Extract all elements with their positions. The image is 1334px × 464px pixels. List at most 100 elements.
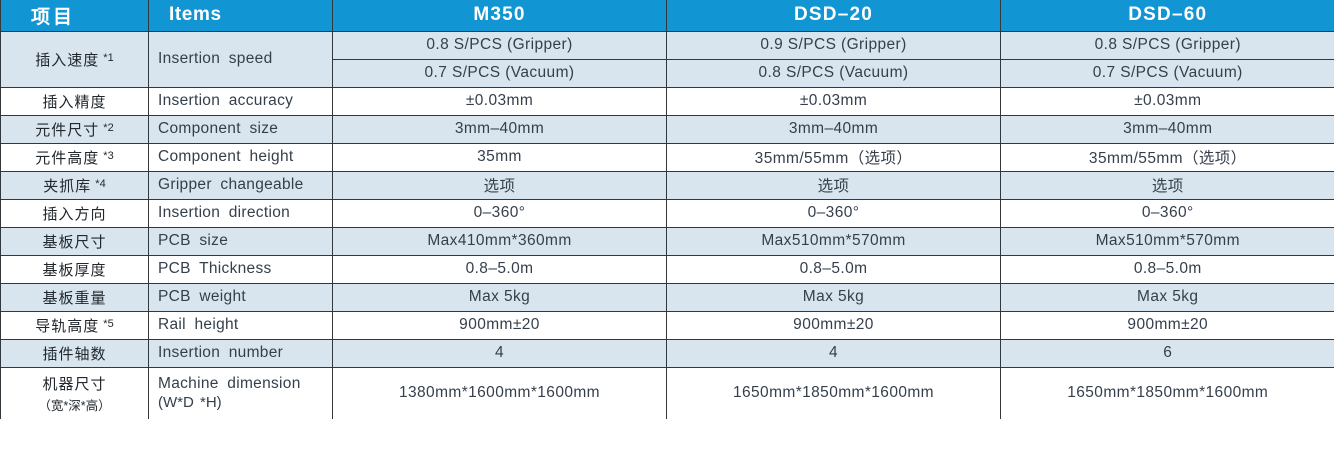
label-en-text: PCB weight — [158, 288, 246, 305]
table-row: 插件轴数 Insertion number 4 4 6 — [0, 338, 1334, 368]
value-cell: 0.7 S/PCS (Vacuum) — [332, 58, 667, 88]
label-cn-text: 夹抓库 — [43, 177, 92, 195]
row-label-cn: 插入方向 — [0, 198, 149, 228]
value-cell: 35mm/55mm（选项） — [666, 142, 1001, 172]
label-en-text: Insertion speed — [158, 50, 273, 67]
label-cn-text: 机器尺寸 — [42, 375, 107, 393]
value-cell: 4 — [332, 338, 667, 368]
label-note: *5 — [103, 317, 114, 330]
label-cn-text: 导轨高度 — [35, 317, 100, 335]
label-cn-text: 插入精度 — [42, 93, 107, 111]
row-label-cn: 基板重量 — [0, 282, 149, 312]
table-row: 基板厚度 PCB Thickness 0.8–5.0m 0.8–5.0m 0.8–5.0… — [0, 254, 1334, 284]
value-cell: 900mm±20 — [666, 310, 1001, 340]
row-label-en: PCB weight — [148, 282, 333, 312]
row-label-en: Component height — [148, 142, 333, 172]
value-cell: 1650mm*1850mm*1600mm — [666, 366, 1001, 419]
row-label-en: Insertion direction — [148, 198, 333, 228]
value-cell: 0.8 S/PCS (Vacuum) — [666, 58, 1001, 88]
value-cell: Max510mm*570mm — [1000, 226, 1334, 256]
row-label-cn: 插入速度 *1 — [0, 30, 149, 88]
table-row: 夹抓库 *4 Gripper changeable 选项 选项 选项 — [0, 170, 1334, 200]
header-model-m350: M350 — [332, 0, 667, 32]
table-row: 0.7 S/PCS (Vacuum) 0.8 S/PCS (Vacuum) 0.7 … — [1, 58, 1334, 88]
spec-table: 项目 Items M350 DSD–20 DSD–60 插入速度 *1 Insert… — [0, 0, 1334, 419]
value-cell: 900mm±20 — [1000, 310, 1334, 340]
label-note: *4 — [95, 177, 106, 190]
row-label-en: Component size — [148, 114, 333, 144]
row-label-en: Insertion number — [148, 338, 333, 368]
value-cell: 1650mm*1850mm*1600mm — [1000, 366, 1334, 419]
row-label-cn: 插件轴数 — [0, 338, 149, 368]
value-cell: 35mm/55mm（选项） — [1000, 142, 1334, 172]
label-cn-text: 基板重量 — [42, 289, 107, 307]
header-model-dsd60: DSD–60 — [1000, 0, 1334, 32]
value-cell: 0–360° — [1000, 198, 1334, 228]
value-cell: 0.8–5.0m — [332, 254, 667, 284]
row-label-en: Insertion speed — [148, 30, 333, 88]
row-label-en: PCB Thickness — [148, 254, 333, 284]
value-cell: 0.7 S/PCS (Vacuum) — [1000, 58, 1334, 88]
label-cn-text: 插件轴数 — [42, 345, 107, 363]
row-label-cn: 夹抓库 *4 — [0, 170, 149, 200]
label-en-text: PCB size — [158, 232, 229, 249]
value-cell: ±0.03mm — [1000, 86, 1334, 116]
row-label-cn: 机器尺寸 （宽*深*高） — [0, 366, 149, 419]
header-items-cn: 项目 — [0, 0, 149, 32]
label-en-text: PCB Thickness — [158, 260, 272, 277]
header-items-en: Items — [148, 0, 333, 32]
value-cell: Max510mm*570mm — [666, 226, 1001, 256]
label-cn-text: 插入方向 — [42, 205, 107, 223]
label-cn-text: 插入速度 — [35, 51, 100, 69]
header-model-dsd20: DSD–20 — [666, 0, 1001, 32]
value-cell: 0.8–5.0m — [1000, 254, 1334, 284]
row-label-en: Gripper changeable — [148, 170, 333, 200]
value-cell: 6 — [1000, 338, 1334, 368]
row-label-cn: 导轨高度 *5 — [0, 310, 149, 340]
table-row: 元件尺寸 *2 Component size 3mm–40mm 3mm–40mm 3mm–… — [0, 114, 1334, 144]
label-cn-subtext: （宽*深*高） — [38, 398, 111, 413]
value-cell: 3mm–40mm — [332, 114, 667, 144]
row-label-cn: 插入精度 — [0, 86, 149, 116]
value-cell: Max410mm*360mm — [332, 226, 667, 256]
table-row: 基板尺寸 PCB size Max410mm*360mm Max510mm*570mm… — [0, 226, 1334, 256]
label-cn-text: 基板尺寸 — [42, 233, 107, 251]
row-label-cn: 元件高度 *3 — [0, 142, 149, 172]
label-cn-text: 基板厚度 — [42, 261, 107, 279]
label-en-text: Component size — [158, 120, 279, 137]
row-label-en: Rail height — [148, 310, 333, 340]
table-row: 插入速度 *1 Insertion speed 0.8 S/PCS (Gripper)… — [0, 30, 1334, 88]
value-cell: 0.9 S/PCS (Gripper) — [666, 30, 1001, 60]
value-cell: Max 5kg — [1000, 282, 1334, 312]
value-cell: 3mm–40mm — [666, 114, 1001, 144]
label-en-text: Insertion direction — [158, 204, 291, 221]
value-cell: 900mm±20 — [332, 310, 667, 340]
table-row: 导轨高度 *5 Rail height 900mm±20 900mm±20 900mm±2… — [0, 310, 1334, 340]
table-row: 插入方向 Insertion direction 0–360° 0–360° 0–360… — [0, 198, 1334, 228]
row-label-cn: 基板尺寸 — [0, 226, 149, 256]
row-label-en: Machine dimension (W*D *H) — [148, 366, 333, 419]
label-cn-text: 元件高度 — [35, 149, 100, 167]
value-cell: Max 5kg — [666, 282, 1001, 312]
label-en-text: Insertion accuracy — [158, 92, 294, 109]
value-cell: 0–360° — [332, 198, 667, 228]
value-cell: ±0.03mm — [666, 86, 1001, 116]
label-en-text: Gripper changeable — [158, 176, 304, 193]
row-label-en: PCB size — [148, 226, 333, 256]
value-cell: 0.8 S/PCS (Gripper) — [332, 30, 667, 60]
value-cell: 选项 — [1000, 170, 1334, 200]
table-row: 基板重量 PCB weight Max 5kg Max 5kg Max 5kg — [0, 282, 1334, 312]
spec-table-body: 插入速度 *1 Insertion speed 0.8 S/PCS (Gripper)… — [0, 30, 1334, 419]
label-en-text: Rail height — [158, 316, 239, 333]
value-cell: 3mm–40mm — [1000, 114, 1334, 144]
value-cell: 0.8 S/PCS (Gripper) — [1000, 30, 1334, 60]
value-cell: 4 — [666, 338, 1001, 368]
table-row: 机器尺寸 （宽*深*高） Machine dimension (W*D *H) 1380… — [0, 366, 1334, 419]
value-cell: 选项 — [332, 170, 667, 200]
value-cell: 1380mm*1600mm*1600mm — [332, 366, 667, 419]
value-cell: ±0.03mm — [332, 86, 667, 116]
table-row: 元件高度 *3 Component height 35mm 35mm/55mm（选项） 3… — [0, 142, 1334, 172]
value-cell: 0–360° — [666, 198, 1001, 228]
label-en-subtext: (W*D *H) — [158, 394, 222, 412]
label-cn-text: 元件尺寸 — [35, 121, 100, 139]
